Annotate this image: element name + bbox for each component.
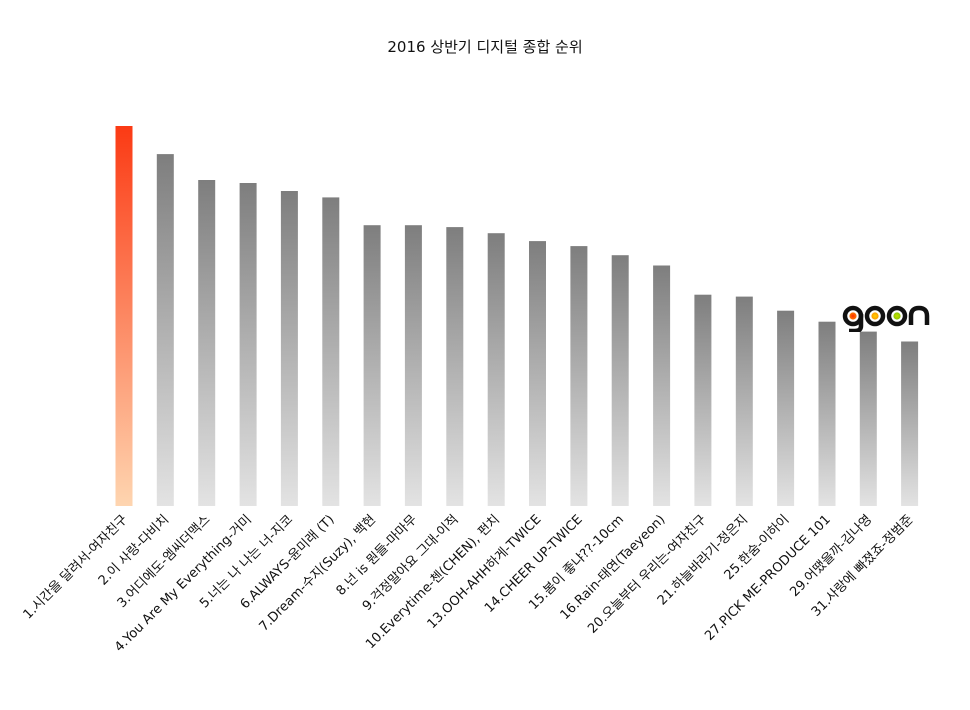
bar-5 xyxy=(280,191,298,506)
bar-10 xyxy=(487,233,505,506)
bar-13 xyxy=(611,255,629,506)
bar-18 xyxy=(818,321,836,506)
bar-9 xyxy=(446,227,464,506)
bars-group xyxy=(115,126,919,506)
bar-20 xyxy=(901,341,919,506)
bar-17 xyxy=(777,310,795,506)
bar-16 xyxy=(735,296,753,506)
bar-1 xyxy=(115,126,133,506)
gaon-logo xyxy=(842,305,930,332)
bar-8 xyxy=(404,225,422,506)
bar-19 xyxy=(859,331,877,506)
bar-12 xyxy=(570,246,588,506)
bar-15 xyxy=(694,294,712,506)
x-tick-label-2: 2.이 사랑-다비치 xyxy=(96,512,172,588)
bar-6 xyxy=(322,197,340,506)
bar-4 xyxy=(239,183,257,506)
chart-title: 2016 상반기 디지털 종합 순위 xyxy=(387,38,583,56)
bar-3 xyxy=(198,180,216,506)
bar-14 xyxy=(653,265,671,506)
bar-11 xyxy=(529,241,546,506)
bar-7 xyxy=(363,225,381,506)
bar-2 xyxy=(156,154,174,506)
